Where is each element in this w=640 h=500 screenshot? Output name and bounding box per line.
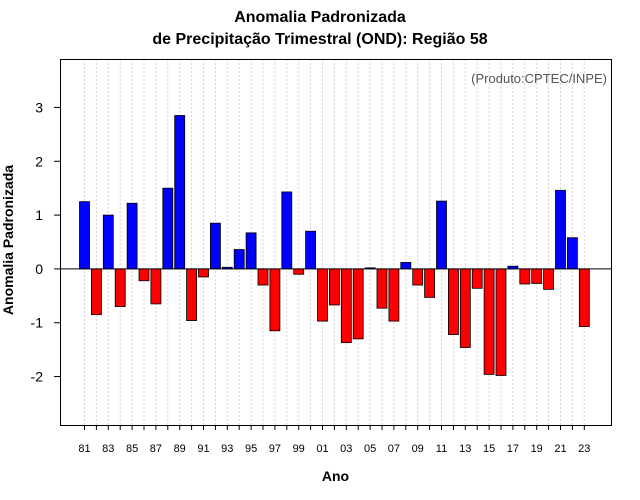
x-tick-label: 91 [197,443,209,455]
bar-87 [150,268,162,305]
x-tick-label: 93 [221,443,233,455]
x-tick-label: 97 [269,443,281,455]
y-tick-label: 0 [35,261,43,277]
bar-01 [317,268,328,322]
x-tick-label: 21 [554,443,566,455]
x-tick-label: 13 [459,443,471,455]
x-tick-label: 01 [316,443,328,455]
bar-91 [198,268,209,278]
y-tick-label: -1 [31,315,44,331]
x-tick-label: 89 [174,443,186,455]
bar-10 [424,268,436,298]
bar-12 [447,268,459,335]
bar-21 [555,189,566,270]
y-axis: -2 -1 0 1 2 3 [31,99,60,385]
y-tick-label: -2 [31,369,44,385]
bar-86 [138,268,150,282]
x-tick-label: 07 [388,443,400,455]
bar-06 [376,268,388,309]
x-axis-title: Ano [322,468,349,484]
bar-97 [269,268,281,332]
bar-23 [578,268,590,327]
credit-label: (Produto:CPTEC/INPE) [471,71,607,86]
y-tick-label: 2 [35,153,43,169]
bar-07 [388,268,400,322]
x-tick-label: 19 [531,443,543,455]
bar-90 [186,268,198,321]
bar-96 [257,268,269,286]
x-axis: 81 83 85 87 89 91 93 95 97 99 01 03 05 07 09 11 13 15 17 19… [78,425,590,455]
x-tick-label: 83 [102,443,114,455]
chart-title: Anomalia Padronizada [234,9,406,26]
bar-20 [543,268,554,290]
x-tick-label: 87 [150,443,162,455]
bar-82 [91,268,102,316]
bar-95 [245,232,257,270]
x-tick-label: 99 [293,443,305,455]
x-tick-label: 09 [412,443,424,455]
y-tick-label: 1 [35,207,43,223]
x-tick-label: 17 [507,443,519,455]
bar-83 [102,214,114,270]
bar-99 [293,268,305,275]
bar-03 [340,268,352,344]
grid-layer [84,59,585,425]
bar-13 [459,268,471,348]
x-tick-label: 03 [340,443,352,455]
bar-15 [483,268,495,375]
x-tick-label: 85 [126,443,138,455]
bar-09 [412,268,424,286]
y-tick-label: 3 [35,99,43,115]
bar-98 [281,191,293,270]
bar-16 [495,268,507,376]
bar-94 [233,249,245,270]
x-tick-label: 15 [483,443,495,455]
bar-18 [519,268,531,285]
y-axis-title: Anomalia Padronizada [0,165,16,315]
bar-84 [114,268,126,307]
bar-14 [471,268,483,289]
x-tick-label: 81 [78,443,90,455]
bar-81 [79,201,90,270]
bar-08 [400,262,412,270]
plot-frame [60,59,612,426]
bar-00 [305,230,317,270]
x-tick-label: 23 [578,443,590,455]
bar-02 [328,268,340,306]
x-tick-label: 05 [364,443,376,455]
bar-04 [352,268,364,340]
bar-92 [209,222,221,270]
bar-22 [567,237,578,270]
x-tick-label: 11 [436,443,447,455]
bar-19 [531,268,543,284]
x-tick-label: 95 [245,443,257,455]
bars-layer [79,115,590,376]
bar-85 [126,202,138,270]
chart-subtitle: de Precipitação Trimestral (OND): Região… [152,31,488,48]
bar-88 [162,187,174,270]
bar-11 [436,200,447,270]
bar-89 [174,115,186,270]
